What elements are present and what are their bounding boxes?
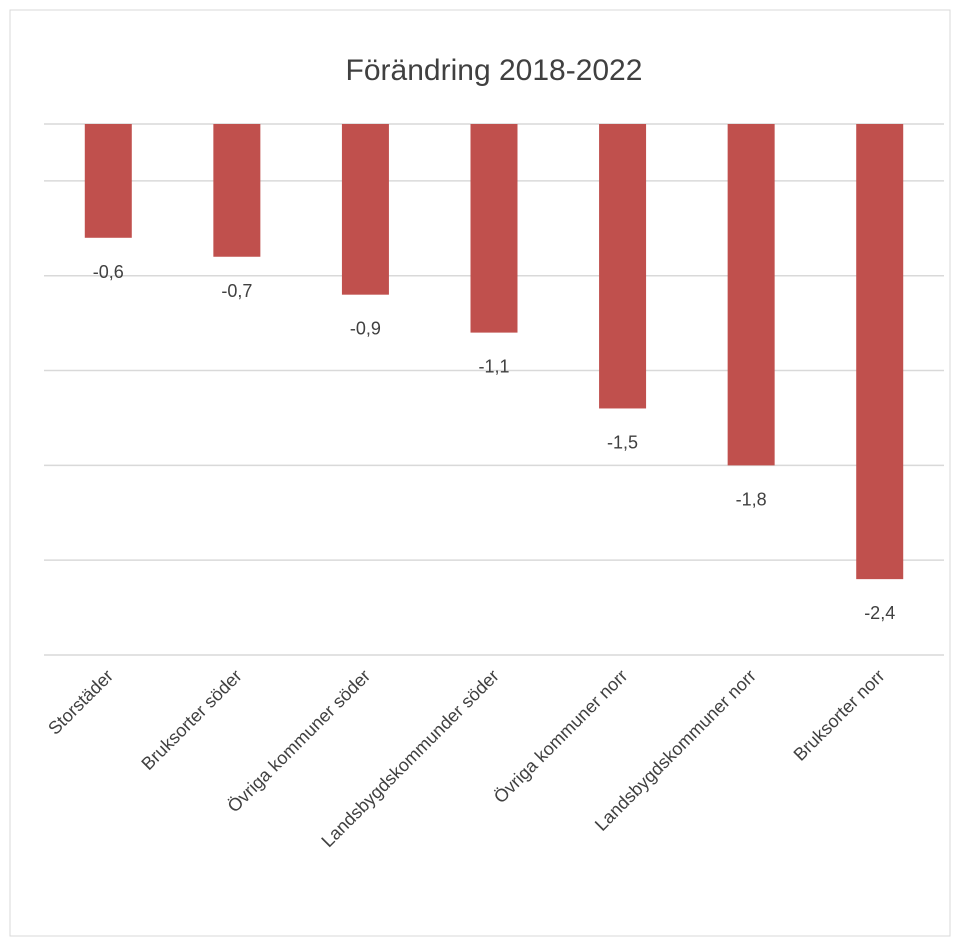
- data-label: -1,8: [736, 489, 767, 509]
- bar: [470, 124, 518, 333]
- data-label: -0,9: [350, 319, 381, 339]
- bar: [727, 124, 775, 466]
- data-label: -1,1: [478, 357, 509, 377]
- chart-title: Förändring 2018-2022: [346, 54, 643, 87]
- bar: [84, 124, 132, 238]
- data-label: -2,4: [864, 603, 895, 623]
- bar: [341, 124, 389, 295]
- data-label: -0,6: [93, 262, 124, 282]
- bar: [856, 124, 904, 580]
- bar: [213, 124, 261, 257]
- data-label: -0,7: [221, 281, 252, 301]
- data-label: -1,5: [607, 432, 638, 452]
- bar: [599, 124, 647, 409]
